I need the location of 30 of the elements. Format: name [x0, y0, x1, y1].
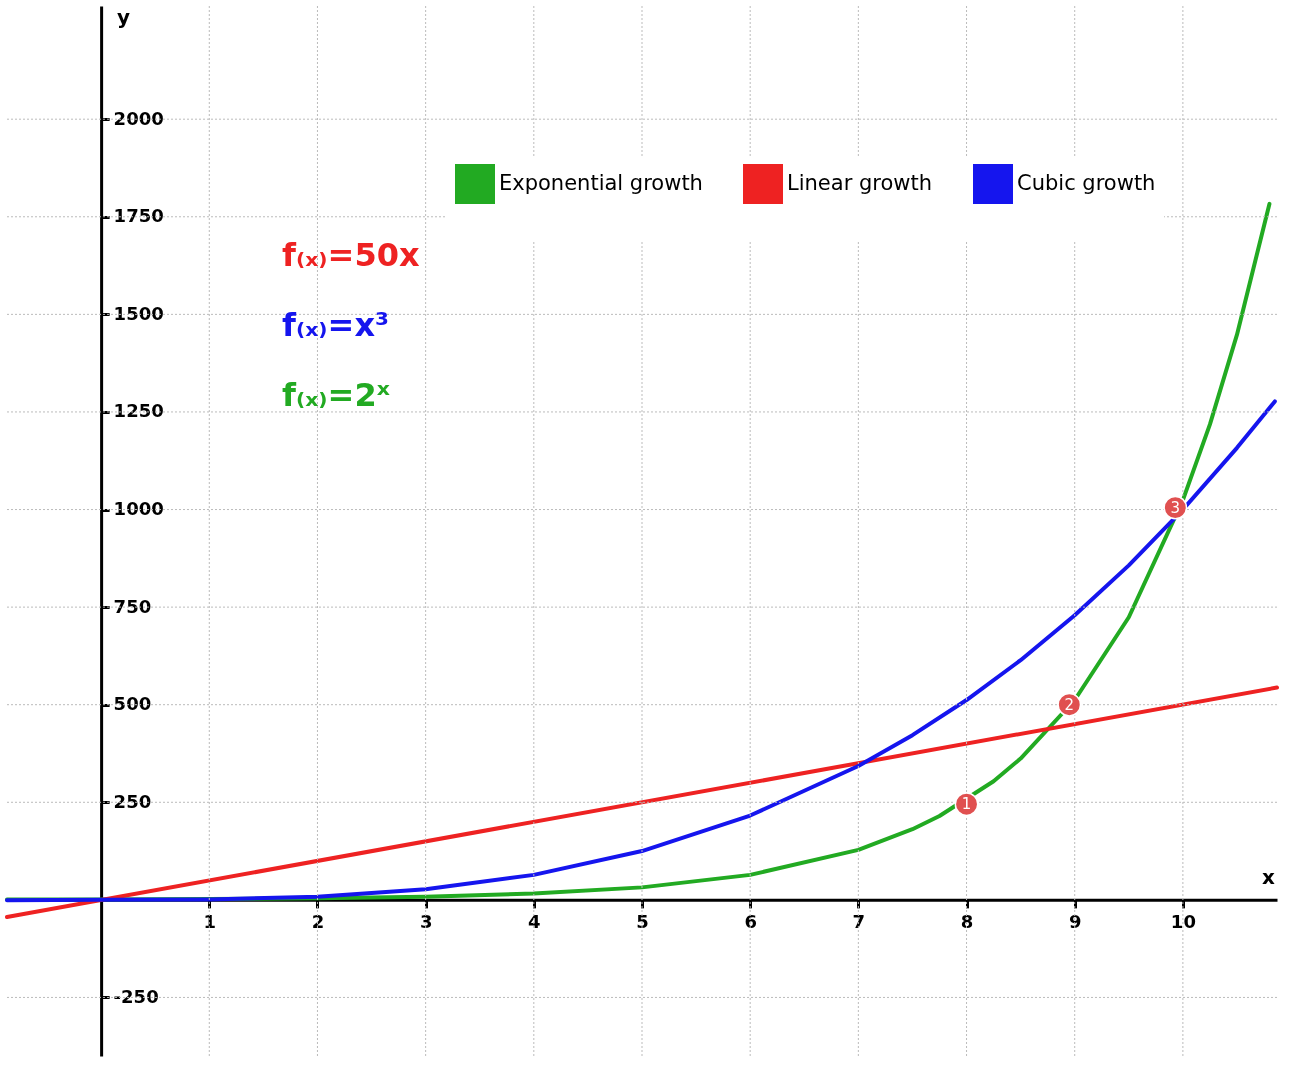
x-tick-label: 9 — [1068, 911, 1082, 933]
y-tick-label: 1000 — [113, 498, 164, 520]
x-tick-label: 2 — [311, 911, 325, 933]
y-tick-label: -250 — [113, 985, 159, 1007]
x-tick-label: 10 — [1170, 911, 1196, 933]
annotation: f₍ₓ₎=50x — [282, 236, 420, 274]
x-tick-label: 7 — [852, 911, 866, 933]
annotation: f₍ₓ₎=x³ — [282, 306, 390, 344]
y-tick-label: 750 — [113, 595, 152, 617]
x-tick-label: 1 — [203, 911, 217, 933]
legend-label: Cubic growth — [1017, 171, 1156, 195]
x-tick-label: 4 — [528, 911, 541, 933]
legend-label: Exponential growth — [499, 171, 703, 195]
x-tick-label: 8 — [960, 911, 974, 933]
y-tick-label: 1500 — [113, 302, 164, 324]
y-axis-title: y — [117, 5, 131, 29]
annotation: 1 — [961, 795, 972, 814]
y-tick-label: 1250 — [113, 400, 164, 422]
annotation: f₍ₓ₎=2ˣ — [282, 376, 390, 414]
x-tick-label: 3 — [419, 911, 433, 933]
x-axis-title: x — [1262, 864, 1276, 889]
y-tick-label: 500 — [113, 693, 152, 715]
x-tick-label: 5 — [636, 911, 649, 933]
y-tick-label: 250 — [113, 790, 152, 812]
x-tick-label: 6 — [744, 911, 757, 933]
y-tick-label: 2000 — [113, 107, 164, 129]
annotation: 2 — [1064, 695, 1075, 714]
legend-label: Linear growth — [787, 171, 933, 195]
annotation: 3 — [1170, 498, 1181, 517]
y-tick-label: 1750 — [113, 205, 164, 227]
